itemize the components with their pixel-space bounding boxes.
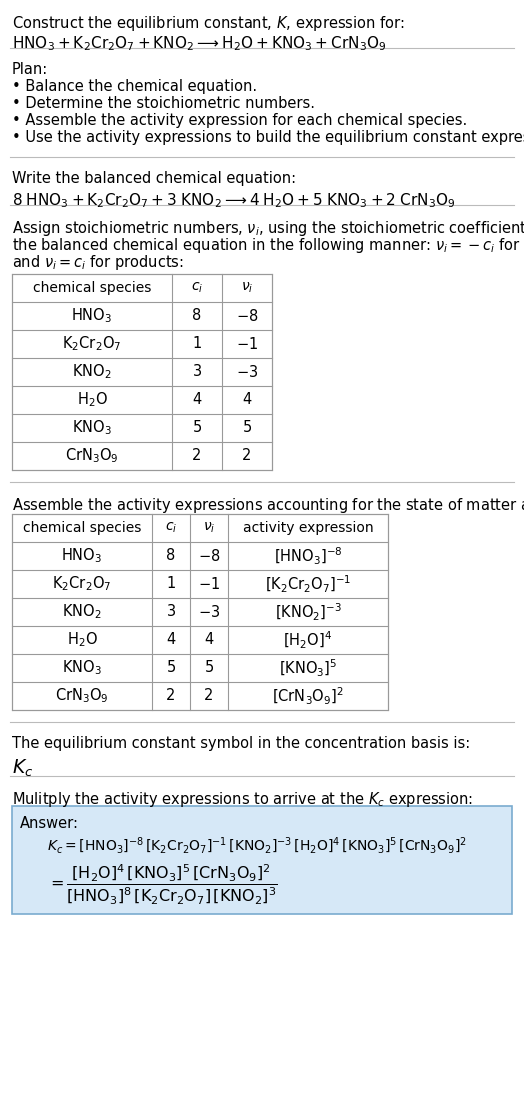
Bar	[12, 275, 272, 470]
Text: 2: 2	[204, 689, 214, 704]
Text: 5: 5	[243, 421, 252, 435]
Text: $[\mathrm{H_2O}]^4$: $[\mathrm{H_2O}]^4$	[283, 630, 333, 651]
Text: 5: 5	[192, 421, 202, 435]
Text: $K_c$: $K_c$	[12, 758, 34, 779]
Text: $K_c = [\mathrm{HNO_3}]^{-8}\,[\mathrm{K_2Cr_2O_7}]^{-1}\,[\mathrm{KNO_2}]^{-3}\: $K_c = [\mathrm{HNO_3}]^{-8}\,[\mathrm{K…	[47, 836, 467, 857]
Text: $c_i$: $c_i$	[165, 520, 177, 535]
Text: $= \dfrac{[\mathrm{H_2O}]^4\,[\mathrm{KNO_3}]^5\,[\mathrm{CrN_3O_9}]^2}{[\mathrm: $= \dfrac{[\mathrm{H_2O}]^4\,[\mathrm{KN…	[47, 862, 278, 906]
Text: $\mathrm{HNO_3}$: $\mathrm{HNO_3}$	[71, 307, 113, 325]
Text: 4: 4	[243, 393, 252, 407]
Text: 2: 2	[166, 689, 176, 704]
Text: 4: 4	[167, 632, 176, 648]
Text: 2: 2	[192, 448, 202, 464]
Bar	[12, 514, 388, 710]
Bar	[12, 806, 512, 914]
Text: 1: 1	[192, 337, 202, 352]
Text: $-3$: $-3$	[236, 364, 258, 380]
Text: 3: 3	[192, 364, 202, 380]
Text: $-8$: $-8$	[198, 548, 220, 563]
Text: 5: 5	[204, 661, 214, 675]
Text: $\mathrm{HNO_3 + K_2Cr_2O_7 + KNO_2 \longrightarrow H_2O + KNO_3 + CrN_3O_9}$: $\mathrm{HNO_3 + K_2Cr_2O_7 + KNO_2 \lon…	[12, 34, 387, 53]
Text: $-8$: $-8$	[236, 308, 258, 324]
Text: $-3$: $-3$	[198, 604, 220, 620]
Text: • Use the activity expressions to build the equilibrium constant expression.: • Use the activity expressions to build …	[12, 130, 524, 145]
Text: $\mathrm{K_2Cr_2O_7}$: $\mathrm{K_2Cr_2O_7}$	[62, 334, 122, 353]
Text: Assemble the activity expressions accounting for the state of matter and $\nu_i$: Assemble the activity expressions accoun…	[12, 496, 524, 515]
Text: chemical species: chemical species	[33, 281, 151, 294]
Text: $[\mathrm{KNO_2}]^{-3}$: $[\mathrm{KNO_2}]^{-3}$	[275, 601, 342, 622]
Text: $\mathrm{CrN_3O_9}$: $\mathrm{CrN_3O_9}$	[55, 686, 109, 705]
Text: 3: 3	[167, 604, 176, 620]
Text: chemical species: chemical species	[23, 521, 141, 535]
Text: $\mathrm{H_2O}$: $\mathrm{H_2O}$	[67, 631, 97, 650]
Text: $[\mathrm{K_2Cr_2O_7}]^{-1}$: $[\mathrm{K_2Cr_2O_7}]^{-1}$	[265, 573, 351, 594]
Text: $[\mathrm{CrN_3O_9}]^2$: $[\mathrm{CrN_3O_9}]^2$	[272, 685, 344, 706]
Text: $-1$: $-1$	[198, 576, 220, 592]
Text: 4: 4	[204, 632, 214, 648]
Text: the balanced chemical equation in the following manner: $\nu_i = -c_i$ for react: the balanced chemical equation in the fo…	[12, 236, 524, 255]
Text: 8: 8	[192, 309, 202, 323]
Text: $\mathrm{CrN_3O_9}$: $\mathrm{CrN_3O_9}$	[65, 446, 119, 465]
Text: 1: 1	[167, 577, 176, 591]
Text: 5: 5	[167, 661, 176, 675]
Text: • Assemble the activity expression for each chemical species.: • Assemble the activity expression for e…	[12, 113, 467, 128]
Text: $[\mathrm{KNO_3}]^5$: $[\mathrm{KNO_3}]^5$	[279, 658, 337, 679]
Text: and $\nu_i = c_i$ for products:: and $\nu_i = c_i$ for products:	[12, 254, 184, 272]
Text: Assign stoichiometric numbers, $\nu_i$, using the stoichiometric coefficients, $: Assign stoichiometric numbers, $\nu_i$, …	[12, 219, 524, 238]
Text: • Determine the stoichiometric numbers.: • Determine the stoichiometric numbers.	[12, 96, 315, 111]
Text: Write the balanced chemical equation:: Write the balanced chemical equation:	[12, 170, 296, 186]
Text: $\mathrm{H_2O}$: $\mathrm{H_2O}$	[77, 391, 107, 410]
Text: activity expression: activity expression	[243, 521, 373, 535]
Text: $[\mathrm{HNO_3}]^{-8}$: $[\mathrm{HNO_3}]^{-8}$	[274, 546, 342, 567]
Text: $\mathrm{HNO_3}$: $\mathrm{HNO_3}$	[61, 547, 103, 566]
Text: $c_i$: $c_i$	[191, 281, 203, 296]
Text: • Balance the chemical equation.: • Balance the chemical equation.	[12, 79, 257, 94]
Text: $\nu_i$: $\nu_i$	[203, 520, 215, 535]
Text: Construct the equilibrium constant, $K$, expression for:: Construct the equilibrium constant, $K$,…	[12, 14, 405, 33]
Text: 2: 2	[242, 448, 252, 464]
Text: Answer:: Answer:	[20, 816, 79, 831]
Text: Mulitply the activity expressions to arrive at the $K_c$ expression:: Mulitply the activity expressions to arr…	[12, 790, 473, 809]
Text: Plan:: Plan:	[12, 62, 48, 77]
Text: $\mathrm{KNO_2}$: $\mathrm{KNO_2}$	[62, 602, 102, 621]
Text: 4: 4	[192, 393, 202, 407]
Text: $\mathrm{KNO_2}$: $\mathrm{KNO_2}$	[72, 363, 112, 381]
Text: 8: 8	[167, 548, 176, 563]
Text: The equilibrium constant symbol in the concentration basis is:: The equilibrium constant symbol in the c…	[12, 736, 470, 751]
Text: $\mathrm{K_2Cr_2O_7}$: $\mathrm{K_2Cr_2O_7}$	[52, 575, 112, 593]
Text: $\mathrm{KNO_3}$: $\mathrm{KNO_3}$	[72, 418, 112, 437]
Text: $-1$: $-1$	[236, 337, 258, 352]
Text: $\mathrm{KNO_3}$: $\mathrm{KNO_3}$	[62, 659, 102, 677]
Text: $\nu_i$: $\nu_i$	[241, 281, 253, 296]
Text: $\mathrm{8\;HNO_3 + K_2Cr_2O_7 + 3\;KNO_2 \longrightarrow 4\;H_2O + 5\;KNO_3 + 2: $\mathrm{8\;HNO_3 + K_2Cr_2O_7 + 3\;KNO_…	[12, 192, 455, 209]
